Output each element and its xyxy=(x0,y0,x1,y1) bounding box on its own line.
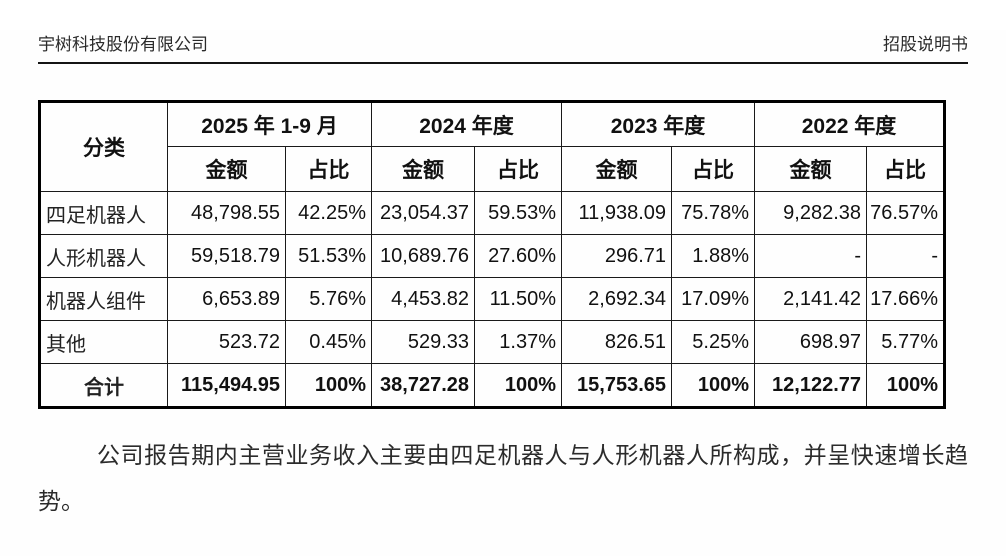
amount-cell: 115,494.95 xyxy=(167,363,286,408)
ratio-cell: 17.66% xyxy=(866,277,946,321)
ratio-cell: 51.53% xyxy=(284,234,373,278)
amount-cell: 59,518.79 xyxy=(167,234,286,278)
amount-cell: 698.97 xyxy=(754,320,868,364)
amount-cell: - xyxy=(754,234,868,278)
table-header-measure-row: 金额 占比 金额 占比 金额 占比 金额 占比 xyxy=(40,146,946,192)
table-row-components: 机器人组件 6,653.89 5.76% 4,453.82 11.50% 2,6… xyxy=(39,277,946,321)
ratio-cell: 0.45% xyxy=(284,320,373,364)
category-cell: 机器人组件 xyxy=(39,277,168,321)
amount-cell: 11,938.09 xyxy=(561,191,673,235)
revenue-breakdown-table: 分类 2025 年 1-9 月 2024 年度 2023 年度 2022 年度 … xyxy=(38,100,947,409)
table-row-total: 合计 115,494.95 100% 38,727.28 100% 15,753… xyxy=(39,363,946,408)
category-cell: 其他 xyxy=(39,320,168,364)
document-type-label: 招股说明书 xyxy=(883,35,968,54)
amount-cell: 10,689.76 xyxy=(371,234,476,278)
ratio-cell: 100% xyxy=(474,363,563,408)
amount-cell: 38,727.28 xyxy=(371,363,476,408)
ratio-cell: 59.53% xyxy=(474,191,563,235)
period-header-2025: 2025 年 1-9 月 xyxy=(166,101,373,147)
table-row-quadruped: 四足机器人 48,798.55 42.25% 23,054.37 59.53% … xyxy=(39,191,946,235)
ratio-header: 占比 xyxy=(866,146,946,192)
amount-cell: 48,798.55 xyxy=(167,191,286,235)
amount-cell: 529.33 xyxy=(371,320,476,364)
commentary-paragraph: 公司报告期内主营业务收入主要由四足机器人与人形机器人所构成，并呈快速增长趋势。 xyxy=(38,443,968,514)
ratio-cell: 27.60% xyxy=(474,234,563,278)
ratio-cell: 5.77% xyxy=(866,320,946,364)
ratio-cell: 42.25% xyxy=(284,191,373,235)
corner-header-cell: 分类 xyxy=(39,101,168,192)
ratio-header: 占比 xyxy=(474,146,563,192)
amount-cell: 2,141.42 xyxy=(754,277,868,321)
period-header-2022: 2022 年度 xyxy=(754,101,946,147)
ratio-cell: 100% xyxy=(671,363,756,408)
ratio-cell: 5.25% xyxy=(671,320,756,364)
amount-cell: 523.72 xyxy=(167,320,286,364)
table-row-humanoid: 人形机器人 59,518.79 51.53% 10,689.76 27.60% … xyxy=(39,234,946,278)
ratio-cell: - xyxy=(866,234,946,278)
amount-cell: 4,453.82 xyxy=(371,277,476,321)
period-header-2023: 2023 年度 xyxy=(561,101,756,147)
amount-cell: 23,054.37 xyxy=(371,191,476,235)
prospectus-page: 宇树科技股份有限公司 招股说明书 分类 2025 年 1-9 月 2024 年度… xyxy=(0,30,1006,556)
category-cell: 四足机器人 xyxy=(39,191,168,235)
ratio-header: 占比 xyxy=(671,146,756,192)
ratio-header: 占比 xyxy=(284,146,373,192)
period-header-2024: 2024 年度 xyxy=(371,101,563,147)
ratio-cell: 75.78% xyxy=(671,191,756,235)
amount-header: 金额 xyxy=(371,146,476,192)
ratio-cell: 1.88% xyxy=(671,234,756,278)
ratio-cell: 11.50% xyxy=(474,277,563,321)
ratio-cell: 100% xyxy=(866,363,946,408)
amount-header: 金额 xyxy=(754,146,868,192)
table-header-period-row: 分类 2025 年 1-9 月 2024 年度 2023 年度 2022 年度 xyxy=(39,101,946,192)
table-row-other: 其他 523.72 0.45% 529.33 1.37% 826.51 5.25… xyxy=(39,320,946,364)
amount-cell: 2,692.34 xyxy=(561,277,673,321)
ratio-cell: 100% xyxy=(284,363,373,408)
ratio-cell: 5.76% xyxy=(284,277,373,321)
ratio-cell: 76.57% xyxy=(866,191,946,235)
category-cell: 人形机器人 xyxy=(39,234,168,278)
amount-cell: 6,653.89 xyxy=(167,277,286,321)
ratio-cell: 17.09% xyxy=(671,277,756,321)
total-label-cell: 合计 xyxy=(39,363,168,408)
amount-cell: 826.51 xyxy=(561,320,673,364)
ratio-cell: 1.37% xyxy=(474,320,563,364)
amount-cell: 296.71 xyxy=(561,234,673,278)
amount-cell: 15,753.65 xyxy=(561,363,673,408)
amount-cell: 9,282.38 xyxy=(754,191,868,235)
amount-header: 金额 xyxy=(561,146,673,192)
company-name: 宇树科技股份有限公司 xyxy=(38,35,208,54)
page-header: 宇树科技股份有限公司 招股说明书 xyxy=(38,30,968,64)
amount-cell: 12,122.77 xyxy=(754,363,868,408)
amount-header: 金额 xyxy=(167,146,286,192)
